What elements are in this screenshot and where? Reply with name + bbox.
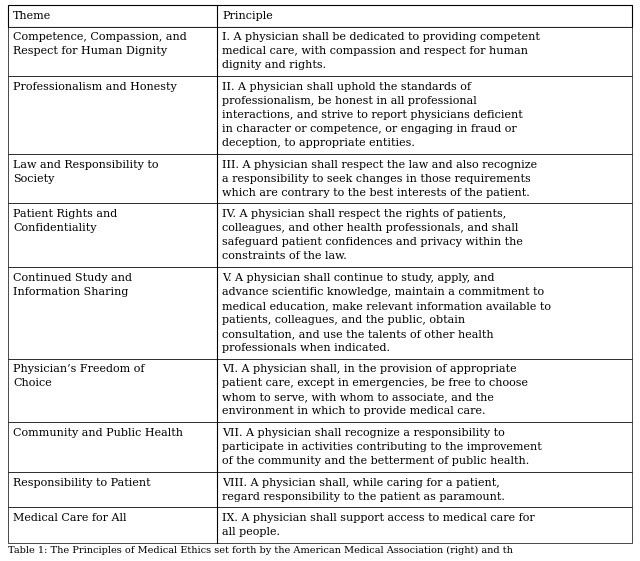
Text: II. A physician shall uphold the standards of: II. A physician shall uphold the standar… <box>222 82 471 92</box>
Bar <box>8 5 632 26</box>
Text: medical education, make relevant information available to: medical education, make relevant informa… <box>222 301 551 311</box>
Bar <box>8 472 632 507</box>
Bar <box>8 267 632 358</box>
Text: V. A physician shall continue to study, apply, and: V. A physician shall continue to study, … <box>222 273 495 283</box>
Text: VIII. A physician shall, while caring for a patient,: VIII. A physician shall, while caring fo… <box>222 477 500 488</box>
Text: Physician’s Freedom of: Physician’s Freedom of <box>13 365 145 374</box>
Text: regard responsibility to the patient as paramount.: regard responsibility to the patient as … <box>222 491 505 502</box>
Text: Theme: Theme <box>13 11 51 21</box>
Text: IV. A physician shall respect the rights of patients,: IV. A physician shall respect the rights… <box>222 209 506 219</box>
Text: professionalism, be honest in all professional: professionalism, be honest in all profes… <box>222 96 477 106</box>
Text: constraints of the law.: constraints of the law. <box>222 251 347 261</box>
Text: Continued Study and: Continued Study and <box>13 273 132 283</box>
Bar <box>8 204 632 267</box>
Text: interactions, and strive to report physicians deficient: interactions, and strive to report physi… <box>222 110 523 120</box>
Text: Confidentiality: Confidentiality <box>13 223 97 233</box>
Bar <box>8 358 632 422</box>
Text: advance scientific knowledge, maintain a commitment to: advance scientific knowledge, maintain a… <box>222 287 544 297</box>
Bar <box>8 76 632 154</box>
Text: professionals when indicated.: professionals when indicated. <box>222 343 390 353</box>
Text: of the community and the betterment of public health.: of the community and the betterment of p… <box>222 456 529 466</box>
Text: VI. A physician shall, in the provision of appropriate: VI. A physician shall, in the provision … <box>222 365 516 374</box>
Text: VII. A physician shall recognize a responsibility to: VII. A physician shall recognize a respo… <box>222 428 505 438</box>
Text: deception, to appropriate entities.: deception, to appropriate entities. <box>222 138 415 148</box>
Text: whom to serve, with whom to associate, and the: whom to serve, with whom to associate, a… <box>222 392 494 402</box>
Text: colleagues, and other health professionals, and shall: colleagues, and other health professiona… <box>222 223 518 233</box>
Text: I. A physician shall be dedicated to providing competent: I. A physician shall be dedicated to pro… <box>222 33 540 43</box>
Text: Respect for Human Dignity: Respect for Human Dignity <box>13 47 167 57</box>
Text: III. A physician shall respect the law and also recognize: III. A physician shall respect the law a… <box>222 160 537 169</box>
Text: patient care, except in emergencies, be free to choose: patient care, except in emergencies, be … <box>222 379 528 388</box>
Text: Professionalism and Honesty: Professionalism and Honesty <box>13 82 177 92</box>
Text: participate in activities contributing to the improvement: participate in activities contributing t… <box>222 442 542 452</box>
Text: which are contrary to the best interests of the patient.: which are contrary to the best interests… <box>222 187 530 197</box>
Text: Patient Rights and: Patient Rights and <box>13 209 117 219</box>
Text: Law and Responsibility to: Law and Responsibility to <box>13 160 159 169</box>
Text: in character or competence, or engaging in fraud or: in character or competence, or engaging … <box>222 124 516 134</box>
Bar <box>8 422 632 472</box>
Text: dignity and rights.: dignity and rights. <box>222 61 326 70</box>
Text: a responsibility to seek changes in those requirements: a responsibility to seek changes in thos… <box>222 173 531 183</box>
Text: Information Sharing: Information Sharing <box>13 287 129 297</box>
Text: all people.: all people. <box>222 527 280 537</box>
Bar <box>8 26 632 76</box>
Text: Medical Care for All: Medical Care for All <box>13 513 127 523</box>
Text: safeguard patient confidences and privacy within the: safeguard patient confidences and privac… <box>222 237 523 247</box>
Text: Responsibility to Patient: Responsibility to Patient <box>13 477 150 488</box>
Text: Society: Society <box>13 173 54 183</box>
Text: Principle: Principle <box>222 11 273 21</box>
Text: Community and Public Health: Community and Public Health <box>13 428 183 438</box>
Bar <box>8 507 632 543</box>
Text: environment in which to provide medical care.: environment in which to provide medical … <box>222 406 486 416</box>
Text: Table 1: The Principles of Medical Ethics set forth by the American Medical Asso: Table 1: The Principles of Medical Ethic… <box>8 546 513 555</box>
Text: patients, colleagues, and the public, obtain: patients, colleagues, and the public, ob… <box>222 315 465 325</box>
Text: consultation, and use the talents of other health: consultation, and use the talents of oth… <box>222 329 493 339</box>
Text: IX. A physician shall support access to medical care for: IX. A physician shall support access to … <box>222 513 535 523</box>
Text: Choice: Choice <box>13 379 52 388</box>
Text: Competence, Compassion, and: Competence, Compassion, and <box>13 33 187 43</box>
Text: medical care, with compassion and respect for human: medical care, with compassion and respec… <box>222 47 528 57</box>
Bar <box>8 154 632 204</box>
